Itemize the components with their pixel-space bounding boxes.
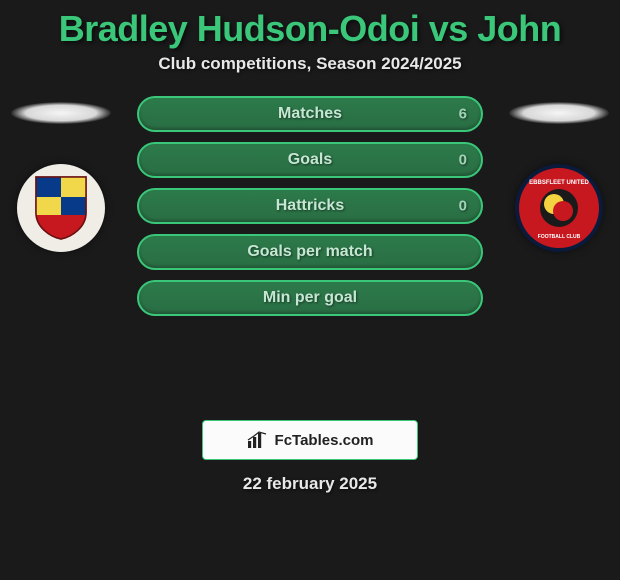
stat-value: 0 (459, 152, 467, 169)
player-photo-placeholder (509, 102, 609, 124)
left-player-column (6, 92, 116, 252)
club-logo-right: EBBSFLEET UNITED FOOTBALL CLUB (515, 164, 603, 252)
shield-icon (32, 175, 90, 241)
stat-row: Matches 6 (137, 96, 483, 132)
stat-row: Goals per match (137, 234, 483, 270)
stat-label: Hattricks (276, 197, 344, 215)
comparison-content: EBBSFLEET UNITED FOOTBALL CLUB Matches 6… (0, 92, 620, 412)
stat-value: 0 (459, 198, 467, 215)
stat-label: Matches (278, 105, 342, 123)
svg-text:EBBSFLEET UNITED: EBBSFLEET UNITED (529, 180, 589, 186)
brand-box[interactable]: FcTables.com (202, 420, 418, 460)
bars-icon (247, 431, 269, 449)
stat-label: Min per goal (263, 289, 357, 307)
stats-list: Matches 6 Goals 0 Hattricks 0 Goals per … (137, 92, 483, 316)
footer-date: 22 february 2025 (0, 474, 620, 494)
club-badge-icon: EBBSFLEET UNITED FOOTBALL CLUB (525, 174, 593, 242)
stat-label: Goals per match (247, 243, 372, 261)
stat-row: Hattricks 0 (137, 188, 483, 224)
subtitle: Club competitions, Season 2024/2025 (0, 54, 620, 92)
stat-row: Min per goal (137, 280, 483, 316)
stat-value: 6 (459, 106, 467, 123)
stat-label: Goals (288, 151, 332, 169)
stat-row: Goals 0 (137, 142, 483, 178)
right-player-column: EBBSFLEET UNITED FOOTBALL CLUB (504, 92, 614, 252)
brand-label: FcTables.com (275, 432, 374, 449)
club-logo-left (17, 164, 105, 252)
page-title: Bradley Hudson-Odoi vs John (0, 0, 620, 54)
player-photo-placeholder (11, 102, 111, 124)
svg-text:FOOTBALL CLUB: FOOTBALL CLUB (538, 234, 581, 240)
